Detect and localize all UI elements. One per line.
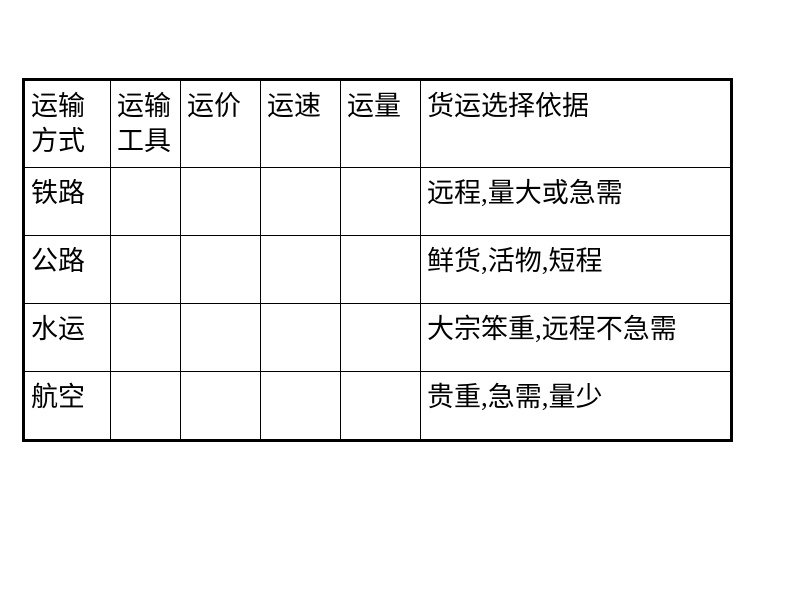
cell-volume-1 (341, 236, 421, 304)
cell-basis-0: 远程,量大或急需 (421, 168, 731, 236)
cell-speed-1 (261, 236, 341, 304)
cell-mode-3: 航空 (25, 372, 111, 440)
transport-table: 运输方式 运输工具 运价 运速 运量 货运选择依据 铁路 远程,量大或急需 公路… (24, 80, 731, 440)
header-speed: 运速 (261, 81, 341, 168)
cell-basis-3: 贵重,急需,量少 (421, 372, 731, 440)
table-row: 航空 贵重,急需,量少 (25, 372, 731, 440)
header-mode-line1: 运输 (31, 91, 85, 121)
cell-price-2 (181, 304, 261, 372)
cell-speed-2 (261, 304, 341, 372)
cell-price-3 (181, 372, 261, 440)
header-mode: 运输方式 (25, 81, 111, 168)
header-tool: 运输工具 (111, 81, 181, 168)
table-row: 铁路 远程,量大或急需 (25, 168, 731, 236)
cell-mode-1: 公路 (25, 236, 111, 304)
table-row: 水运 大宗笨重,远程不急需 (25, 304, 731, 372)
cell-speed-0 (261, 168, 341, 236)
cell-speed-3 (261, 372, 341, 440)
cell-basis-2: 大宗笨重,远程不急需 (421, 304, 731, 372)
header-tool-line1: 运输 (117, 91, 171, 121)
cell-price-0 (181, 168, 261, 236)
table-header-row: 运输方式 运输工具 运价 运速 运量 货运选择依据 (25, 81, 731, 168)
header-price: 运价 (181, 81, 261, 168)
cell-tool-3 (111, 372, 181, 440)
header-volume: 运量 (341, 81, 421, 168)
cell-tool-1 (111, 236, 181, 304)
header-mode-line2: 方式 (31, 126, 85, 156)
header-basis: 货运选择依据 (421, 81, 731, 168)
cell-tool-2 (111, 304, 181, 372)
header-tool-line2: 工具 (117, 126, 171, 156)
cell-tool-0 (111, 168, 181, 236)
cell-basis-1: 鲜货,活物,短程 (421, 236, 731, 304)
cell-mode-2: 水运 (25, 304, 111, 372)
cell-mode-0: 铁路 (25, 168, 111, 236)
cell-volume-2 (341, 304, 421, 372)
table-row: 公路 鲜货,活物,短程 (25, 236, 731, 304)
cell-price-1 (181, 236, 261, 304)
cell-volume-0 (341, 168, 421, 236)
transport-table-container: 运输方式 运输工具 运价 运速 运量 货运选择依据 铁路 远程,量大或急需 公路… (22, 78, 733, 442)
cell-volume-3 (341, 372, 421, 440)
